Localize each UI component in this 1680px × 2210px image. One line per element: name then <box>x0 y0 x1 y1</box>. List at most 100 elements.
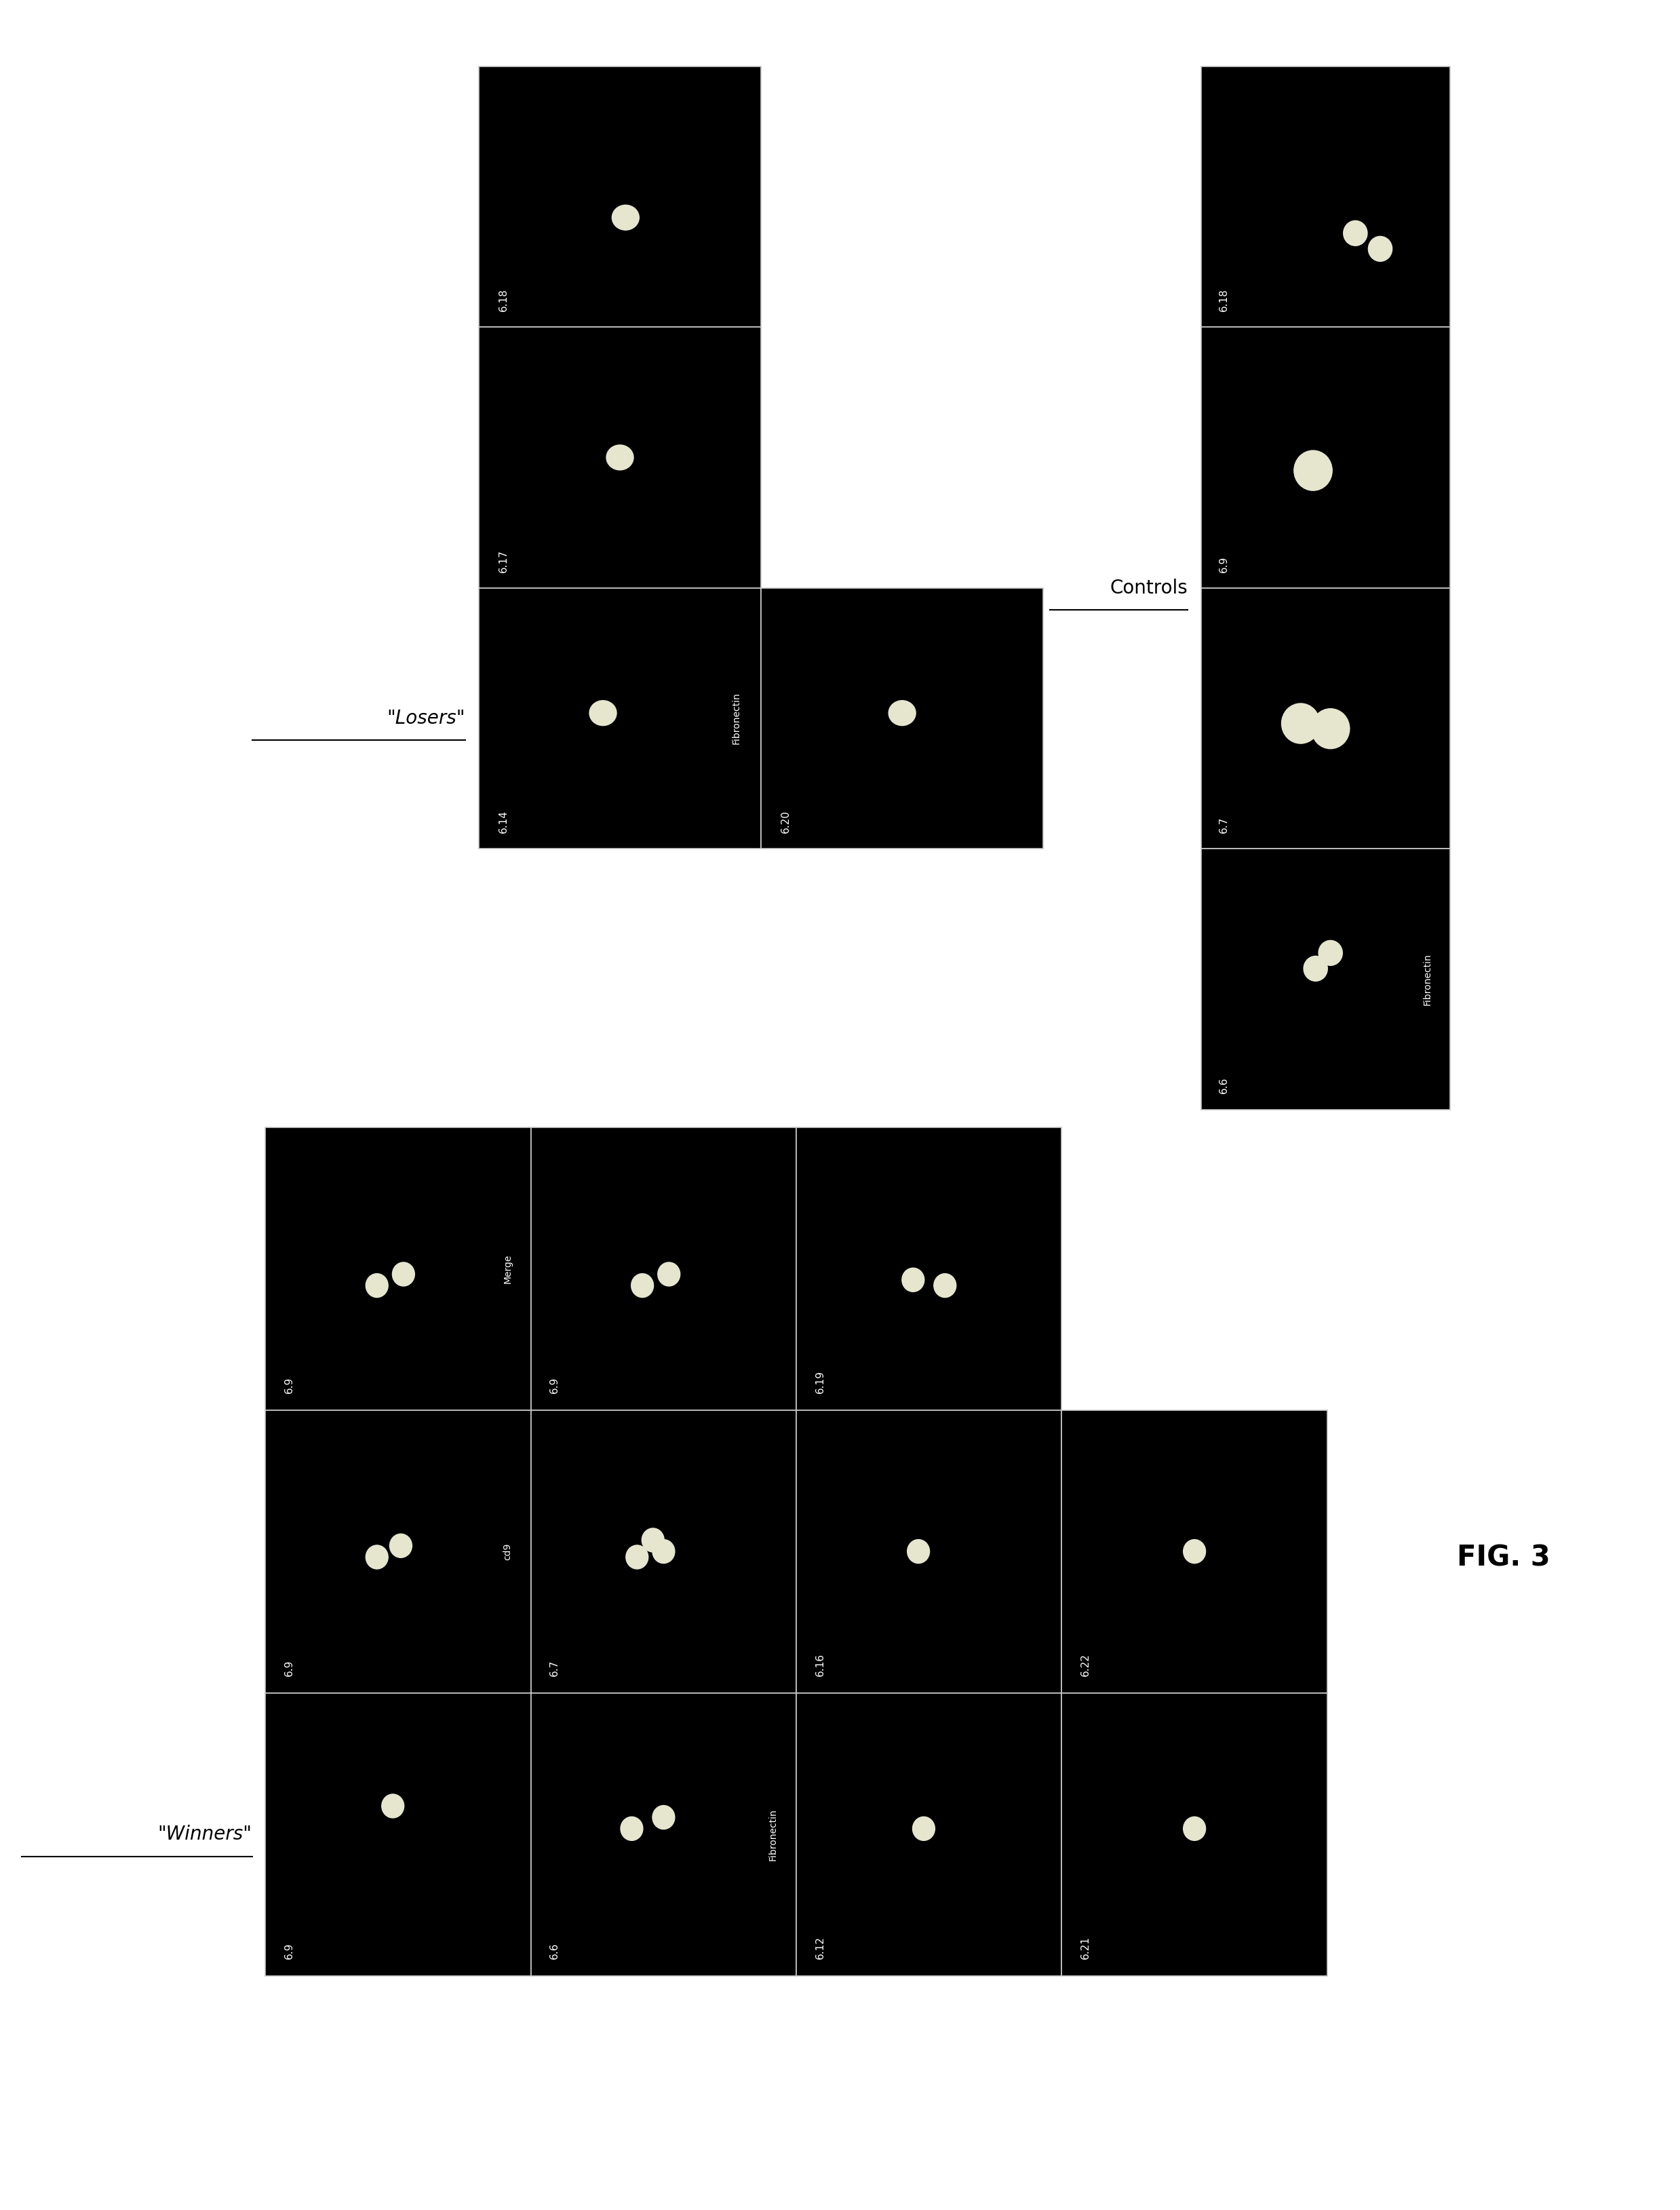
Circle shape <box>381 1795 403 1819</box>
Circle shape <box>630 1549 645 1565</box>
Circle shape <box>612 206 638 230</box>
Text: 6.6: 6.6 <box>549 1943 559 1958</box>
Circle shape <box>655 1808 672 1828</box>
Circle shape <box>657 1545 670 1558</box>
Circle shape <box>383 1797 402 1817</box>
Circle shape <box>1292 714 1310 734</box>
Circle shape <box>630 1551 643 1565</box>
Circle shape <box>617 210 635 225</box>
Circle shape <box>370 1549 385 1565</box>
Circle shape <box>655 1543 672 1560</box>
Circle shape <box>1326 948 1336 959</box>
Text: 6.20: 6.20 <box>781 811 791 833</box>
Circle shape <box>1374 243 1386 254</box>
Circle shape <box>366 1547 386 1567</box>
Circle shape <box>373 1282 381 1291</box>
Circle shape <box>1373 241 1388 256</box>
Circle shape <box>659 1262 680 1286</box>
Circle shape <box>371 1551 383 1562</box>
Circle shape <box>1189 1823 1200 1834</box>
Circle shape <box>598 707 608 718</box>
Circle shape <box>593 703 613 723</box>
Circle shape <box>1317 714 1344 743</box>
Circle shape <box>895 707 909 718</box>
Circle shape <box>914 1819 932 1839</box>
Text: cd9: cd9 <box>502 1543 512 1560</box>
Circle shape <box>370 1277 385 1293</box>
Circle shape <box>1186 1819 1203 1837</box>
Circle shape <box>897 707 907 718</box>
Circle shape <box>1188 1545 1201 1558</box>
Circle shape <box>657 1810 670 1823</box>
Text: 6.18: 6.18 <box>499 290 509 312</box>
Circle shape <box>912 1545 924 1558</box>
Circle shape <box>613 451 627 464</box>
Circle shape <box>657 1545 670 1558</box>
Circle shape <box>366 1273 388 1297</box>
Circle shape <box>1322 944 1339 961</box>
Circle shape <box>366 1275 386 1297</box>
Circle shape <box>400 1269 408 1280</box>
Circle shape <box>637 1280 648 1291</box>
Text: 6.21: 6.21 <box>1080 1936 1090 1958</box>
Circle shape <box>386 1799 400 1814</box>
Circle shape <box>934 1275 956 1297</box>
Circle shape <box>657 1810 670 1825</box>
Circle shape <box>659 1812 669 1823</box>
Circle shape <box>612 451 628 464</box>
Circle shape <box>638 1282 647 1291</box>
Circle shape <box>659 1545 669 1558</box>
Circle shape <box>645 1532 660 1547</box>
Circle shape <box>625 1821 638 1834</box>
Circle shape <box>1374 241 1388 256</box>
Circle shape <box>1324 946 1337 959</box>
Circle shape <box>1368 236 1393 261</box>
Circle shape <box>889 701 916 725</box>
Circle shape <box>642 1529 664 1551</box>
Text: 6.12: 6.12 <box>815 1936 825 1958</box>
Circle shape <box>1282 703 1320 743</box>
Circle shape <box>627 1823 637 1834</box>
Circle shape <box>662 1266 675 1282</box>
Circle shape <box>1305 462 1320 477</box>
Circle shape <box>911 1543 927 1560</box>
Circle shape <box>648 1536 657 1545</box>
Circle shape <box>1305 957 1327 979</box>
Circle shape <box>1344 221 1366 245</box>
Circle shape <box>632 1273 654 1297</box>
Circle shape <box>1302 460 1324 482</box>
Circle shape <box>1326 948 1336 957</box>
Circle shape <box>1287 709 1315 738</box>
Circle shape <box>1304 462 1322 480</box>
Circle shape <box>385 1797 402 1814</box>
Circle shape <box>628 1549 645 1567</box>
Circle shape <box>1304 957 1327 981</box>
Circle shape <box>660 1264 679 1284</box>
Circle shape <box>1346 223 1366 243</box>
Circle shape <box>627 1547 647 1567</box>
Circle shape <box>632 1551 642 1562</box>
Circle shape <box>1349 228 1361 239</box>
Circle shape <box>373 1551 381 1562</box>
Circle shape <box>388 1801 398 1812</box>
Circle shape <box>615 208 635 228</box>
Circle shape <box>388 1801 396 1810</box>
Circle shape <box>939 1280 951 1291</box>
Circle shape <box>632 1275 652 1297</box>
Circle shape <box>907 1540 929 1562</box>
Circle shape <box>1186 1543 1203 1560</box>
Circle shape <box>608 446 632 469</box>
Circle shape <box>909 1540 929 1562</box>
Circle shape <box>633 1551 642 1562</box>
Circle shape <box>368 1275 386 1295</box>
Circle shape <box>1320 718 1341 740</box>
Text: Merge: Merge <box>502 1253 512 1284</box>
Text: 6.16: 6.16 <box>815 1653 825 1675</box>
Circle shape <box>648 1534 659 1545</box>
Circle shape <box>1307 961 1324 977</box>
Text: 6.19: 6.19 <box>815 1370 825 1392</box>
Circle shape <box>635 1277 650 1293</box>
Circle shape <box>1319 941 1341 964</box>
Circle shape <box>1186 1819 1203 1839</box>
Circle shape <box>623 1819 642 1839</box>
